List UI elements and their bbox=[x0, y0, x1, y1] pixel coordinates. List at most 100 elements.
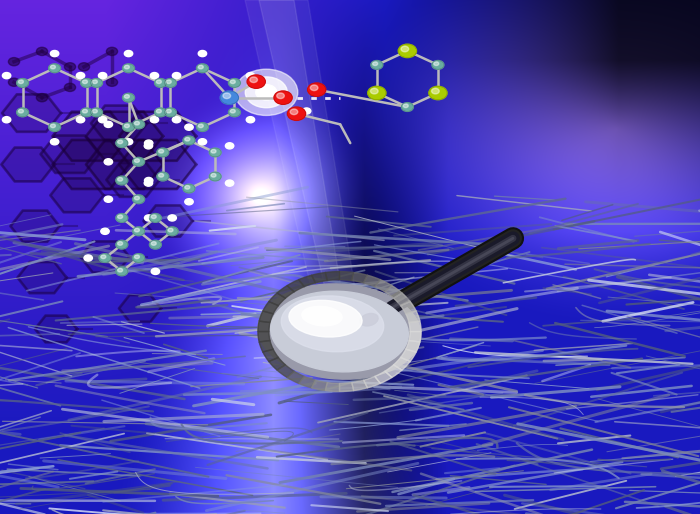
Circle shape bbox=[230, 80, 235, 84]
Circle shape bbox=[64, 83, 76, 91]
Circle shape bbox=[144, 143, 153, 149]
Circle shape bbox=[370, 88, 378, 94]
Wedge shape bbox=[287, 371, 304, 383]
Wedge shape bbox=[277, 365, 294, 377]
Ellipse shape bbox=[289, 300, 362, 337]
Circle shape bbox=[304, 109, 307, 112]
Circle shape bbox=[78, 63, 90, 71]
Circle shape bbox=[169, 216, 173, 218]
Circle shape bbox=[198, 50, 206, 57]
Circle shape bbox=[125, 140, 129, 142]
Circle shape bbox=[99, 72, 107, 79]
Circle shape bbox=[209, 148, 221, 157]
Circle shape bbox=[167, 227, 178, 235]
Circle shape bbox=[159, 173, 164, 177]
Circle shape bbox=[185, 137, 190, 141]
Circle shape bbox=[230, 109, 235, 113]
Circle shape bbox=[134, 255, 139, 259]
Circle shape bbox=[52, 140, 55, 142]
Circle shape bbox=[234, 69, 298, 116]
Circle shape bbox=[168, 228, 173, 232]
Circle shape bbox=[125, 50, 133, 57]
Circle shape bbox=[80, 108, 92, 117]
Circle shape bbox=[101, 228, 109, 234]
Wedge shape bbox=[340, 271, 354, 281]
Polygon shape bbox=[41, 136, 99, 173]
Wedge shape bbox=[262, 302, 279, 314]
Wedge shape bbox=[312, 272, 327, 283]
Circle shape bbox=[250, 77, 258, 83]
Circle shape bbox=[76, 117, 85, 123]
Circle shape bbox=[50, 139, 59, 145]
Polygon shape bbox=[106, 163, 160, 197]
Circle shape bbox=[155, 79, 167, 87]
Circle shape bbox=[288, 107, 306, 120]
Circle shape bbox=[118, 268, 122, 272]
Polygon shape bbox=[119, 295, 161, 322]
Circle shape bbox=[84, 255, 92, 261]
Circle shape bbox=[167, 80, 172, 84]
Circle shape bbox=[104, 196, 113, 203]
Circle shape bbox=[125, 124, 130, 127]
Circle shape bbox=[432, 61, 444, 69]
Circle shape bbox=[186, 125, 190, 127]
Circle shape bbox=[307, 83, 326, 96]
Circle shape bbox=[36, 47, 48, 56]
Circle shape bbox=[151, 74, 155, 76]
Circle shape bbox=[116, 139, 128, 148]
Circle shape bbox=[155, 108, 167, 117]
Circle shape bbox=[197, 64, 209, 72]
Circle shape bbox=[125, 51, 129, 54]
Circle shape bbox=[104, 121, 113, 127]
Circle shape bbox=[8, 58, 20, 66]
Circle shape bbox=[4, 118, 7, 120]
Polygon shape bbox=[86, 140, 163, 189]
Circle shape bbox=[133, 253, 144, 262]
Circle shape bbox=[174, 74, 177, 76]
Circle shape bbox=[116, 214, 128, 223]
Circle shape bbox=[146, 141, 149, 143]
Circle shape bbox=[164, 108, 176, 117]
Circle shape bbox=[198, 139, 206, 145]
Circle shape bbox=[172, 117, 181, 123]
Circle shape bbox=[211, 173, 216, 177]
Polygon shape bbox=[1, 148, 55, 181]
Circle shape bbox=[227, 144, 230, 146]
Circle shape bbox=[92, 109, 97, 113]
Circle shape bbox=[183, 184, 195, 193]
Circle shape bbox=[185, 124, 193, 130]
Wedge shape bbox=[374, 371, 392, 383]
Circle shape bbox=[90, 108, 102, 117]
Circle shape bbox=[106, 197, 109, 199]
Circle shape bbox=[151, 215, 156, 218]
Circle shape bbox=[78, 74, 81, 76]
Circle shape bbox=[64, 63, 76, 71]
Circle shape bbox=[90, 79, 102, 87]
Circle shape bbox=[52, 51, 55, 54]
Circle shape bbox=[92, 80, 97, 84]
Circle shape bbox=[185, 186, 190, 189]
Circle shape bbox=[151, 118, 155, 120]
Circle shape bbox=[99, 74, 103, 76]
Circle shape bbox=[116, 267, 128, 276]
Circle shape bbox=[146, 216, 149, 218]
Circle shape bbox=[227, 181, 230, 183]
Polygon shape bbox=[2, 95, 61, 132]
Circle shape bbox=[157, 172, 169, 181]
Wedge shape bbox=[393, 293, 410, 306]
Ellipse shape bbox=[302, 306, 342, 326]
Circle shape bbox=[157, 148, 169, 157]
Ellipse shape bbox=[281, 296, 384, 352]
Circle shape bbox=[246, 117, 255, 123]
Circle shape bbox=[302, 108, 311, 114]
Circle shape bbox=[153, 269, 156, 272]
Circle shape bbox=[85, 256, 89, 259]
Polygon shape bbox=[245, 0, 360, 321]
Circle shape bbox=[183, 136, 195, 145]
Wedge shape bbox=[340, 382, 354, 392]
Circle shape bbox=[125, 95, 130, 98]
Ellipse shape bbox=[258, 284, 421, 379]
Circle shape bbox=[156, 109, 162, 113]
Circle shape bbox=[134, 228, 139, 232]
Circle shape bbox=[167, 109, 172, 113]
